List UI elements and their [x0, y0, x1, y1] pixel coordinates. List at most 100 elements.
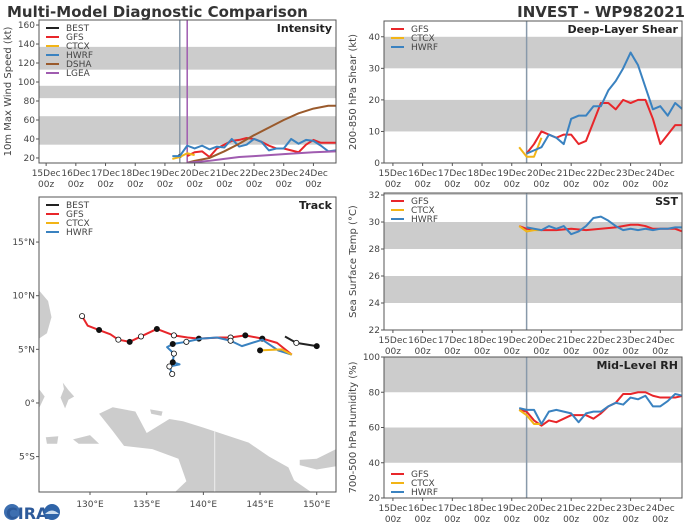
y-tick-label: 20 — [369, 96, 381, 106]
panel-title: SST — [655, 195, 678, 208]
series-gfs-line — [518, 391, 682, 427]
x-tick-label-hour: 00z — [652, 180, 668, 190]
x-tick-label-date: 21Dec — [210, 169, 239, 179]
y-axis-label: 200-850 hPa Shear (kt) — [348, 34, 359, 150]
y-tick-label: 160 — [18, 21, 35, 31]
x-tick-label-date: 15Dec — [378, 336, 407, 346]
x-tick-label-hour: 00z — [563, 515, 579, 525]
land-mass — [299, 449, 336, 470]
track-point-filled — [126, 338, 133, 345]
x-tick-label-hour: 00z — [652, 347, 668, 357]
x-tick-label-date: 16Dec — [408, 169, 437, 179]
x-tick-label-date: 20Dec — [527, 504, 556, 514]
panel-title: Mid-Level RH — [596, 359, 678, 372]
x-tick-label-date: 20Dec — [527, 336, 556, 346]
x-tick-label-hour: 00z — [444, 180, 460, 190]
shaded-band — [384, 427, 682, 463]
track-point-open — [293, 339, 300, 346]
track-point-open — [183, 338, 190, 345]
x-tick-label-date: 23Dec — [616, 504, 645, 514]
x-tick-label-date: 21Dec — [557, 504, 586, 514]
y-tick-label: 20 — [369, 494, 381, 504]
x-tick-label-hour: 00z — [127, 180, 143, 190]
y-tick-label: 5°N — [18, 345, 35, 355]
plot-frame — [38, 196, 337, 493]
track-point-open — [227, 337, 234, 344]
series-lgea-line — [187, 150, 336, 163]
y-tick-label: 0° — [25, 399, 35, 409]
y-tick-label: 20 — [24, 154, 36, 164]
x-tick-label-hour: 00z — [415, 347, 431, 357]
panel-title: Deep-Layer Shear — [567, 23, 678, 36]
y-tick-label: 0 — [374, 159, 380, 169]
x-tick-label-date: 17Dec — [91, 169, 120, 179]
x-tick-label-hour: 00z — [276, 180, 292, 190]
y-tick-label: 100 — [18, 78, 35, 88]
track-point-filled — [153, 325, 160, 332]
x-tick-label-hour: 00z — [474, 180, 490, 190]
rh-panel: 2040608010015Dec00z16Dec00z17Dec00z18Dec… — [348, 353, 683, 525]
x-tick-label-date: 23Dec — [269, 169, 298, 179]
x-tick-label-date: 20Dec — [180, 169, 209, 179]
x-tick-label-date: 17Dec — [438, 336, 467, 346]
storm-id-title: INVEST - WP982021 — [517, 3, 685, 21]
x-tick-label-date: 18Dec — [468, 169, 497, 179]
track-point-open — [170, 350, 177, 357]
legend-label: HWRF — [66, 228, 93, 238]
track-panel: 15°N 10°N 5°N 0° 5°S 130°E 135°E 140°E 145°E 150°… — [12, 196, 337, 510]
x-tick-label-date: 19Dec — [497, 169, 526, 179]
track-point-open — [166, 363, 173, 370]
y-tick-label: 24 — [369, 299, 381, 309]
legend-label: HWRF — [411, 43, 438, 53]
x-tick-label-date: 21Dec — [557, 336, 586, 346]
x-tick-label-date: 17Dec — [438, 504, 467, 514]
x-tick-label-hour: 00z — [563, 347, 579, 357]
land-mass — [150, 409, 163, 416]
track-point-open — [115, 336, 122, 343]
x-tick-label-date: 15Dec — [378, 169, 407, 179]
y-axis-label: 700-500 hPa Humidity (%) — [348, 361, 359, 493]
x-tick-label-date: 19Dec — [150, 169, 179, 179]
x-tick-label-hour: 00z — [623, 515, 639, 525]
series-ctcx-line — [259, 348, 293, 356]
x-tick-label-date: 19Dec — [497, 504, 526, 514]
track-point-filled — [169, 359, 176, 366]
cira-logo: CIRA — [4, 504, 60, 523]
track-point-filled — [96, 327, 103, 334]
series-best-line — [284, 335, 317, 348]
x-tick-label: 140°E — [190, 500, 218, 510]
shaded-band — [384, 276, 682, 304]
x-tick-label-date: 18Dec — [468, 504, 497, 514]
x-tick-label-hour: 00z — [415, 515, 431, 525]
x-tick-label: 150°E — [303, 500, 331, 510]
series-ctcx-line — [518, 137, 543, 158]
y-tick-label: 28 — [369, 245, 381, 255]
land-mass — [39, 389, 45, 409]
legend-label: BEST — [66, 24, 90, 34]
legend-label: GFS — [411, 470, 429, 480]
series-ctcx-line — [518, 409, 542, 425]
x-tick-label-hour: 00z — [415, 180, 431, 190]
series-dsha-line — [186, 104, 336, 163]
intensity-panel: 2040608010012014016015Dec00z16Dec00z17De… — [3, 19, 337, 190]
series-hwrf-line — [526, 215, 682, 236]
shaded-band — [384, 193, 682, 196]
x-tick-label-hour: 00z — [157, 180, 173, 190]
plot-frame — [383, 20, 683, 164]
y-tick-label: 60 — [24, 116, 36, 126]
x-tick-label-date: 22Dec — [586, 504, 615, 514]
land-mass — [39, 290, 52, 339]
track-point-open — [170, 332, 177, 339]
land-mass — [60, 382, 75, 409]
shaded-band — [384, 222, 682, 250]
legend-label: BEST — [66, 201, 90, 211]
x-tick-label-hour: 00z — [652, 515, 668, 525]
x-tick-label-date: 16Dec — [408, 504, 437, 514]
x-tick-label-hour: 00z — [385, 347, 401, 357]
y-axis-label: Sea Surface Temp (°C) — [348, 205, 359, 318]
x-tick-label-hour: 00z — [623, 347, 639, 357]
figure-title: Multi-Model Diagnostic Comparison — [7, 3, 308, 21]
y-tick-label: 26 — [369, 272, 381, 282]
y-tick-label: 80 — [24, 97, 36, 107]
cira-logo-text: CIRA — [6, 504, 49, 523]
